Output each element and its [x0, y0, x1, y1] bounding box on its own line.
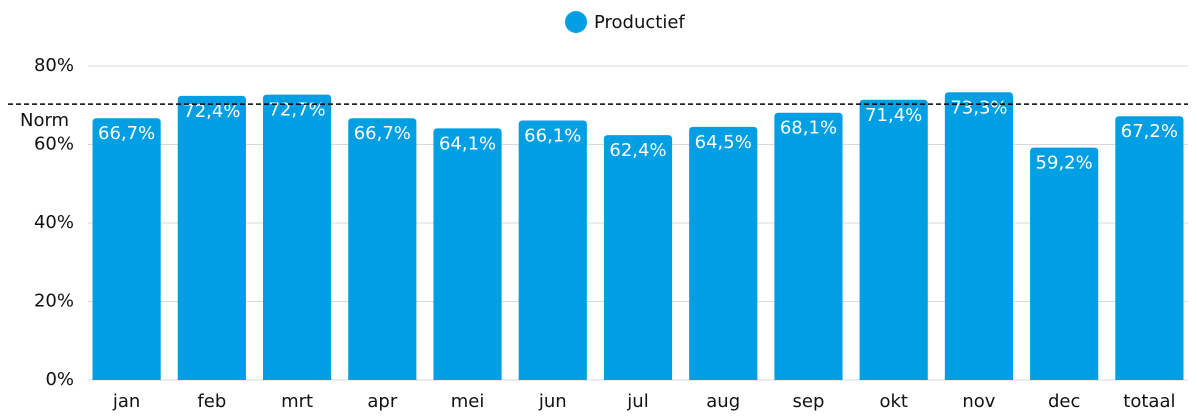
- y-tick-label: 0%: [45, 369, 74, 390]
- norm-label: Norm: [20, 110, 69, 131]
- value-label: 72,4%: [183, 101, 240, 122]
- bar: [1030, 147, 1099, 380]
- bar: [177, 95, 246, 380]
- x-tick-label: jan: [112, 391, 140, 412]
- x-tick-label: aug: [706, 391, 740, 412]
- value-label: 59,2%: [1036, 153, 1093, 174]
- value-label: 66,7%: [98, 123, 155, 144]
- value-label: 67,2%: [1121, 121, 1178, 142]
- value-label: 64,1%: [439, 133, 496, 154]
- y-tick-label: 80%: [34, 55, 74, 76]
- bar: [1115, 116, 1184, 381]
- legend-marker: [565, 11, 587, 33]
- bar: [689, 126, 758, 381]
- value-label: 72,7%: [268, 100, 325, 121]
- bar: [859, 99, 928, 380]
- y-tick-label: 60%: [34, 134, 74, 155]
- bar: [518, 120, 587, 381]
- bar: [603, 135, 673, 380]
- x-tick-label: okt: [879, 391, 908, 412]
- x-tick-label: dec: [1048, 391, 1080, 412]
- y-tick-label: 40%: [34, 212, 74, 233]
- value-label: 66,7%: [354, 123, 411, 144]
- bar: [92, 118, 161, 380]
- bar: [348, 118, 417, 380]
- x-tick-label: jun: [538, 391, 567, 412]
- x-tick-label: jul: [626, 391, 648, 412]
- x-tick-label: mei: [451, 391, 485, 412]
- x-tick-label: apr: [367, 391, 397, 412]
- bar: [433, 128, 502, 380]
- x-tick-label: sep: [793, 391, 825, 412]
- value-label: 68,1%: [780, 118, 837, 139]
- bar: [262, 94, 332, 380]
- value-label: 73,3%: [950, 97, 1007, 118]
- value-label: 64,5%: [695, 132, 752, 153]
- x-tick-label: mrt: [281, 391, 313, 412]
- bar: [774, 112, 843, 381]
- x-tick-label: totaal: [1123, 391, 1175, 412]
- value-label: 66,1%: [524, 126, 581, 147]
- value-label: 62,4%: [609, 140, 666, 161]
- value-label: 71,4%: [865, 105, 922, 126]
- y-tick-label: 20%: [34, 291, 74, 312]
- x-tick-label: feb: [197, 391, 226, 412]
- x-tick-label: nov: [962, 391, 995, 412]
- legend-label: Productief: [594, 12, 685, 33]
- bar: [944, 92, 1014, 381]
